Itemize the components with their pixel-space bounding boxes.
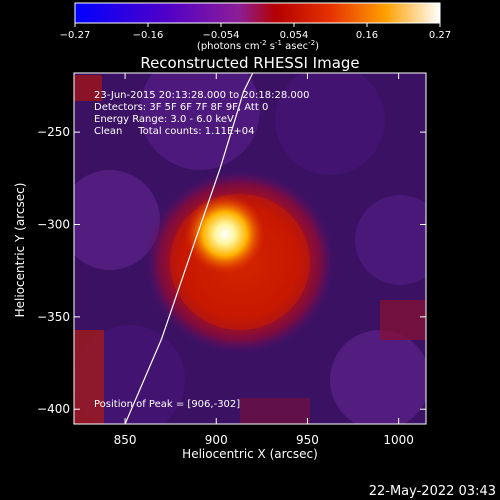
info-line-energy: Energy Range: 3.0 - 6.0 keV bbox=[94, 114, 234, 125]
colorbar-tick-label: −0.16 bbox=[133, 30, 164, 41]
x-tick-label: 1000 bbox=[383, 433, 414, 447]
info-line-clean: Clean Total counts: 1.11E+04 bbox=[94, 126, 254, 137]
y-tick-label: −350 bbox=[37, 310, 70, 324]
x-tick-label: 900 bbox=[205, 433, 228, 447]
info-line-time: 23-Jun-2015 20:13:28.000 to 20:18:28.000 bbox=[94, 90, 310, 101]
info-block: 23-Jun-2015 20:13:28.000 to 20:18:28.000… bbox=[94, 90, 310, 137]
y-tick-label: −250 bbox=[37, 125, 70, 139]
y-axis-label: Heliocentric Y (arcsec) bbox=[13, 183, 27, 318]
x-tick-label: 850 bbox=[114, 433, 137, 447]
colorbar-tick-label: 0.27 bbox=[429, 30, 451, 41]
chart-title: Reconstructed RHESSI Image bbox=[140, 54, 359, 72]
colorbar-ticks: −0.27 −0.16 −0.054 0.054 0.16 0.27 bbox=[60, 23, 451, 41]
colorbar-tick-label: 0.16 bbox=[356, 30, 378, 41]
y-axis-ticks: −250 −300 −350 −400 bbox=[37, 125, 426, 416]
timestamp: 22-May-2022 03:43 bbox=[369, 484, 496, 499]
info-line-detectors: Detectors: 3F 5F 6F 7F 8F 9F, Att 0 bbox=[94, 102, 268, 113]
colorbar-tick-label: −0.27 bbox=[60, 30, 91, 41]
plot-frame bbox=[73, 72, 427, 425]
solar-limb-curve bbox=[124, 73, 254, 424]
colorbar-tick-label: 0.054 bbox=[280, 30, 309, 41]
y-tick-label: −400 bbox=[37, 402, 70, 416]
colorbar bbox=[74, 2, 441, 24]
x-axis-label: Heliocentric X (arcsec) bbox=[182, 447, 318, 461]
y-tick-label: −300 bbox=[37, 217, 70, 231]
colorbar-unit-label: (photons cm-2 s-1 asec-2) bbox=[197, 39, 319, 52]
peak-position-label: Position of Peak = [906,-302] bbox=[94, 399, 240, 410]
x-tick-label: 950 bbox=[296, 433, 319, 447]
x-axis-ticks: 850 900 950 1000 bbox=[114, 73, 414, 447]
colorbar-tick-label: −0.054 bbox=[202, 30, 239, 41]
